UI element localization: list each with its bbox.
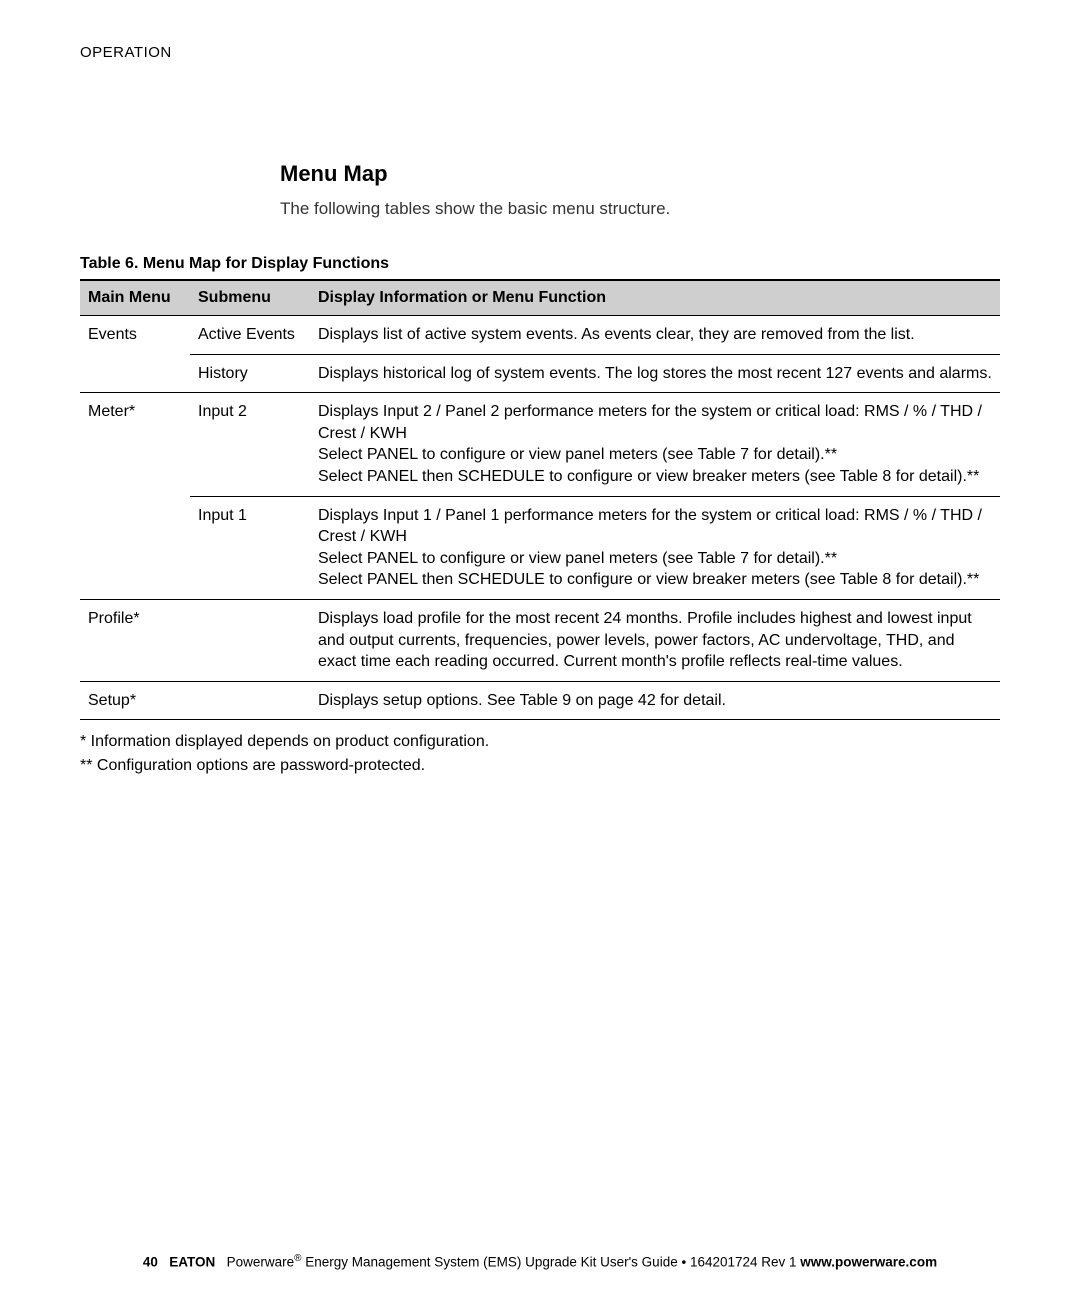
cell-submenu [190, 599, 310, 681]
cell-description: Displays load profile for the most recen… [310, 599, 1000, 681]
cell-description: Displays setup options. See Table 9 on p… [310, 681, 1000, 720]
registered-icon: ® [294, 1253, 301, 1264]
cell-submenu [190, 681, 310, 720]
table-row: EventsActive EventsDisplays list of acti… [80, 316, 1000, 355]
cell-description: Displays Input 1 / Panel 1 performance m… [310, 496, 1000, 599]
table-row: HistoryDisplays historical log of system… [80, 354, 1000, 393]
cell-main-menu: Meter* [80, 393, 190, 496]
footer-brand: EATON [169, 1254, 215, 1269]
footer-rest: Energy Management System (EMS) Upgrade K… [305, 1254, 800, 1269]
running-head: OPERATION [80, 44, 1000, 61]
footnote-1: * Information displayed depends on produ… [80, 730, 1000, 753]
cell-main-menu: Profile* [80, 599, 190, 681]
cell-main-menu [80, 496, 190, 599]
cell-main-menu [80, 354, 190, 393]
table-row: Meter*Input 2Displays Input 2 / Panel 2 … [80, 393, 1000, 496]
menu-map-table: Main Menu Submenu Display Information or… [80, 279, 1000, 720]
footer-page-number: 40 [143, 1254, 158, 1269]
cell-description: Displays Input 2 / Panel 2 performance m… [310, 393, 1000, 496]
table-footnotes: * Information displayed depends on produ… [80, 730, 1000, 776]
th-submenu: Submenu [190, 280, 310, 316]
table-row: Profile* Displays load profile for the mo… [80, 599, 1000, 681]
table-row: Setup* Displays setup options. See Table … [80, 681, 1000, 720]
cell-submenu: History [190, 354, 310, 393]
footer-site: www.powerware.com [800, 1254, 937, 1269]
cell-description: Displays historical log of system events… [310, 354, 1000, 393]
cell-submenu: Input 2 [190, 393, 310, 496]
cell-main-menu: Setup* [80, 681, 190, 720]
cell-main-menu: Events [80, 316, 190, 355]
th-desc: Display Information or Menu Function [310, 280, 1000, 316]
th-main-menu: Main Menu [80, 280, 190, 316]
section-intro: The following tables show the basic menu… [280, 199, 1000, 219]
cell-submenu: Input 1 [190, 496, 310, 599]
table-row: Input 1Displays Input 1 / Panel 1 perfor… [80, 496, 1000, 599]
cell-submenu: Active Events [190, 316, 310, 355]
footer-product: Powerware [227, 1254, 295, 1269]
table-caption: Table 6. Menu Map for Display Functions [80, 255, 1000, 273]
table-header-row: Main Menu Submenu Display Information or… [80, 280, 1000, 316]
cell-description: Displays list of active system events. A… [310, 316, 1000, 355]
section-title: Menu Map [280, 161, 1000, 187]
page-footer: 40 EATON Powerware® Energy Management Sy… [0, 1253, 1080, 1270]
footnote-2: ** Configuration options are password-pr… [80, 754, 1000, 777]
